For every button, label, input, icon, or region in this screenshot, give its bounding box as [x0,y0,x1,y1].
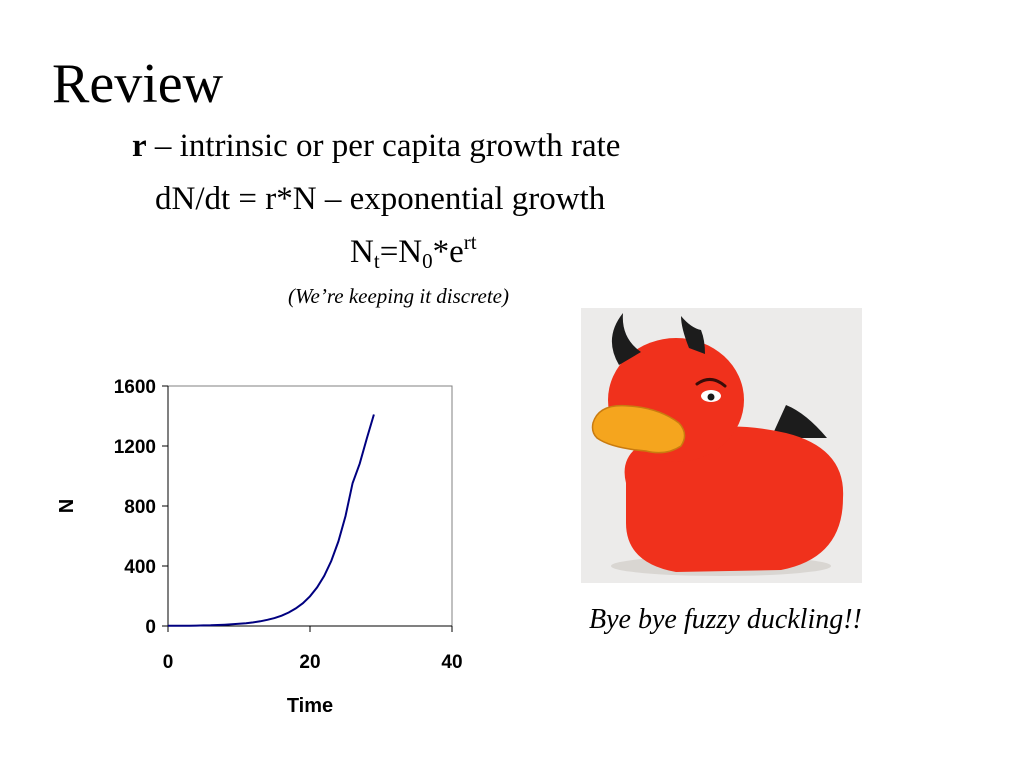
x-ticks: 0 20 40 [163,626,463,673]
devil-duck-photo [581,308,862,583]
left-horn-icon [611,313,641,365]
y-axis-label: N [56,499,78,513]
y-ticks: 1600 1200 800 400 0 [114,377,168,638]
formula-sup-rt: rt [463,230,477,254]
exponential-growth-equation: dN/dt = r*N – exponential growth [155,181,606,217]
formula-times-e: *e [432,234,464,270]
y-tick-label: 400 [124,557,156,578]
growth-chart: 1600 1200 800 400 0 0 20 40 N Time [56,377,463,717]
plot-area [167,385,453,627]
duck-tail [771,405,827,438]
formula-sub-0: 0 [422,249,433,273]
x-tick-label: 40 [441,652,462,673]
duck-beak [591,404,686,454]
photo-caption: Bye bye fuzzy duckling!! [589,604,862,635]
definition-r: r – intrinsic or per capita growth rate [132,126,620,166]
r-definition-text: – intrinsic or per capita growth rate [146,128,621,164]
duck-brow [695,378,727,388]
x-tick-label: 20 [299,652,320,673]
formula-sub-t: t [373,249,380,273]
duck-body [624,426,844,572]
slide-title: Review [52,53,224,115]
series-line [168,414,375,627]
discrete-note: (We’re keeping it discrete) [288,284,509,308]
y-tick-label: 1600 [114,377,156,398]
formula-n: N [350,234,374,270]
y-tick-label: 800 [124,497,156,518]
x-tick-label: 0 [163,652,174,673]
y-tick-label: 0 [145,617,156,638]
exponential-formula: Nt=N0*ert [350,232,477,272]
r-symbol: r [132,128,147,164]
right-horn-icon [681,316,705,354]
y-tick-label: 1200 [114,437,156,458]
x-axis-label: Time [287,695,333,717]
formula-equals-n: =N [379,234,423,270]
duck-pupil [707,393,715,401]
